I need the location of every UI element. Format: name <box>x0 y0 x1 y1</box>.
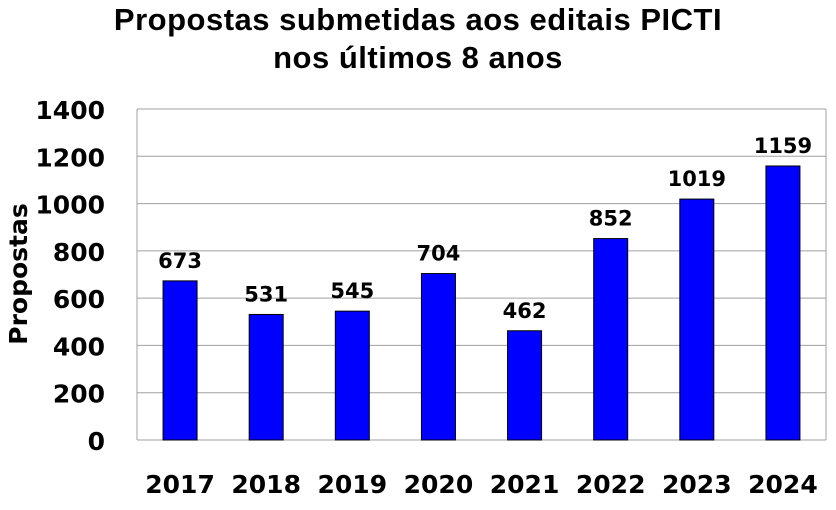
data-label-2022: 852 <box>589 207 633 231</box>
y-tick-label: 1200 <box>35 143 105 172</box>
data-label-2018: 531 <box>244 282 288 306</box>
chart-title-line-2: nos últimos 8 anos <box>273 40 563 75</box>
y-tick-label: 800 <box>53 238 105 267</box>
x-tick-label-2019: 2019 <box>318 470 388 499</box>
bar-2019 <box>334 310 370 441</box>
x-tick-label-2020: 2020 <box>404 470 474 499</box>
y-tick-label: 400 <box>53 332 105 361</box>
data-labels: 673 531 545 704 462 852 1019 1159 <box>158 134 812 323</box>
y-tick-label: 600 <box>53 285 105 314</box>
data-label-2019: 545 <box>330 279 374 303</box>
x-tick-label-2022: 2022 <box>576 470 646 499</box>
x-tick-labels: 2017 2018 2019 2020 2021 2022 2023 2024 <box>145 470 817 499</box>
bars <box>162 165 801 441</box>
y-tick-label: 1400 <box>35 96 105 125</box>
x-tick-label-2021: 2021 <box>490 470 560 499</box>
data-label-2021: 462 <box>503 299 547 323</box>
x-tick-label-2024: 2024 <box>748 470 818 499</box>
x-tick-label-2018: 2018 <box>231 470 301 499</box>
axes <box>136 109 827 441</box>
data-label-2020: 704 <box>417 242 461 266</box>
y-tick-label: 1000 <box>35 191 105 220</box>
bar-2024 <box>765 165 801 441</box>
y-axis-label: Propostas <box>4 203 33 344</box>
gridlines <box>137 108 826 394</box>
x-tick-label-2017: 2017 <box>145 470 215 499</box>
data-label-2017: 673 <box>158 249 202 273</box>
bar-2021 <box>507 330 543 441</box>
data-label-2023: 1019 <box>668 167 726 191</box>
y-tick-label: 0 <box>88 427 105 456</box>
bar-2020 <box>420 273 456 441</box>
chart-title-line-1: Propostas submetidas aos editais PICTI <box>113 2 723 37</box>
bar-2023 <box>679 198 715 441</box>
bar-2018 <box>248 313 284 441</box>
data-label-2024: 1159 <box>754 134 812 158</box>
y-tick-label: 200 <box>53 380 105 409</box>
bar-2022 <box>593 238 629 441</box>
x-tick-label-2023: 2023 <box>662 470 732 499</box>
y-tick-labels: 0 200 400 600 800 1000 1200 1400 <box>35 96 105 456</box>
bar-2017 <box>162 280 198 441</box>
